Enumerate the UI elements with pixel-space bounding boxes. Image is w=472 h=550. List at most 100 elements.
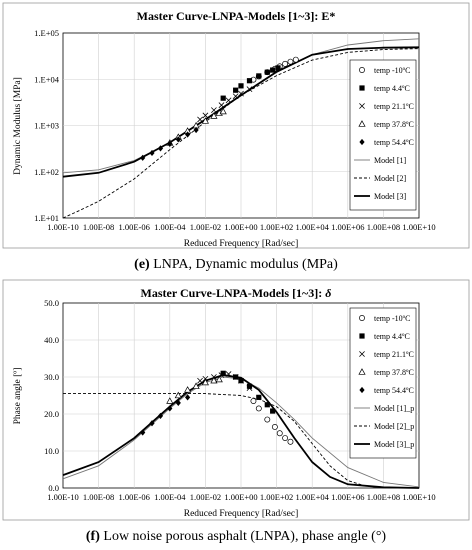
x-tick-label: 1.00E-02 [190, 492, 221, 502]
data-point [255, 405, 262, 412]
x-tick-label: 1.00E-04 [154, 222, 186, 232]
caption-e-label: (e) [134, 257, 150, 272]
data-point [202, 112, 209, 119]
data-point [246, 86, 253, 93]
y-tick-label: 0.0 [48, 483, 59, 493]
data-point [185, 394, 191, 401]
data-point [287, 438, 294, 445]
model-curve [63, 393, 420, 489]
x-tick-label: 1.00E+04 [296, 492, 330, 502]
caption-e-text: LNPA, Dynamic modulus (MPa) [150, 257, 338, 272]
data-point [219, 107, 227, 115]
data-point [256, 394, 262, 400]
legend-label: temp 4.4ºC [374, 84, 410, 93]
data-point [175, 136, 181, 143]
y-tick-label: 40.0 [44, 335, 59, 345]
legend-box [349, 307, 417, 459]
legend-label: temp 21.1ºC [374, 102, 414, 111]
data-point [264, 69, 270, 75]
data-point [250, 398, 257, 404]
x-tick-label: 1.00E-10 [47, 222, 78, 232]
data-point [220, 95, 226, 101]
y-tick-label: 1.E+02 [34, 167, 59, 177]
data-point [282, 60, 289, 67]
legend-marker [359, 333, 365, 339]
data-point [174, 391, 182, 399]
y-tick-label: 20.0 [44, 409, 59, 419]
data-point [167, 405, 173, 412]
data-point [140, 154, 146, 161]
caption-f-text: Low noise porous asphalt (LNPA), phase a… [100, 529, 387, 544]
x-tick-label: 1.00E+08 [367, 222, 400, 232]
chart-title: Master Curve-LNPA-Models [1~3]: E* [137, 9, 336, 23]
data-point [270, 408, 276, 414]
data-point [232, 374, 239, 380]
data-point [256, 73, 262, 79]
data-point [157, 412, 164, 419]
data-point [270, 67, 276, 73]
x-tick-labels: 1.00E-10 1.00E-08 1.00E-06 1.00E-04 1.00E-02… [47, 222, 435, 232]
x-tick-label: 1.00E-08 [83, 492, 114, 502]
legend-label: temp 37.8ºC [374, 368, 414, 377]
model-curve [62, 48, 420, 219]
legend-label: temp 54.4ºC [374, 386, 414, 395]
x-axis-label: Reduced Frequency [Rad/sec] [184, 509, 298, 519]
data-point [149, 420, 155, 427]
legend-label: Model [1] [374, 156, 407, 165]
data-point [264, 402, 270, 408]
caption-e: (e) LNPA, Dynamic modulus (MPa) [134, 257, 338, 272]
data-point [175, 399, 181, 406]
model-curve [62, 46, 420, 178]
legend-marker [359, 386, 365, 394]
data-point [287, 58, 294, 65]
legend-marker [359, 85, 365, 91]
legend-marker [359, 315, 365, 321]
x-tick-label: 1.00E-04 [154, 492, 186, 502]
chart-title: Master Curve-LNPA-Models [1~3]: δ [141, 286, 332, 300]
data-point [157, 145, 164, 152]
legend-label: temp 4.4ºC [374, 332, 410, 341]
data-point [238, 377, 244, 384]
data-point [264, 416, 271, 423]
data-point [215, 375, 223, 383]
data-point [184, 386, 192, 393]
y-tick-label: 1.E+04 [34, 74, 60, 84]
legend-marker [358, 120, 366, 127]
data-point [218, 102, 225, 109]
data-point [166, 397, 174, 404]
x-tick-label: 1.00E+06 [331, 492, 364, 502]
legend-marker [359, 138, 365, 146]
data-point [233, 87, 239, 93]
phase-angle-chart: Master Curve-LNPA-Models [1~3]: δ 0.0 10.… [2, 279, 470, 521]
y-tick-labels: 0.0 10.0 20.0 30.0 40.0 50.0 [44, 298, 59, 493]
legend-label: Model [3] [374, 192, 407, 201]
caption-f: (f) Low noise porous asphalt (LNPA), pha… [86, 529, 387, 544]
data-point [210, 376, 218, 384]
y-axis-label: Phase angle [º] [13, 368, 23, 425]
x-tick-label: 1.00E+00 [224, 222, 257, 232]
data-point [282, 435, 289, 441]
data-point [232, 93, 239, 100]
data-point [185, 131, 191, 138]
y-tick-label: 50.0 [44, 298, 59, 308]
data-point [246, 78, 253, 84]
data-point [211, 107, 217, 114]
y-tick-label: 30.0 [44, 372, 59, 382]
chart-title-text: Master Curve-LNPA-Models [1~3]: [141, 286, 326, 300]
x-tick-label: 1.00E+08 [367, 492, 400, 502]
legend-label: temp -10ºC [374, 66, 410, 75]
data-point [292, 56, 299, 63]
data-point [193, 126, 199, 134]
x-tick-label: 1.00E-08 [83, 222, 114, 232]
data-points [140, 370, 294, 445]
legend-label: temp 21.1ºC [374, 350, 414, 359]
data-points [140, 56, 299, 161]
data-point [140, 429, 146, 436]
legend-label: Model [1]_p [374, 404, 414, 413]
data-point [271, 424, 278, 430]
y-axis-label: Dynamic Modulus [MPa] [13, 77, 23, 175]
x-tick-label: 1.00E+04 [296, 222, 330, 232]
legend-marker [358, 368, 366, 375]
x-tick-label: 1.00E+10 [402, 492, 435, 502]
